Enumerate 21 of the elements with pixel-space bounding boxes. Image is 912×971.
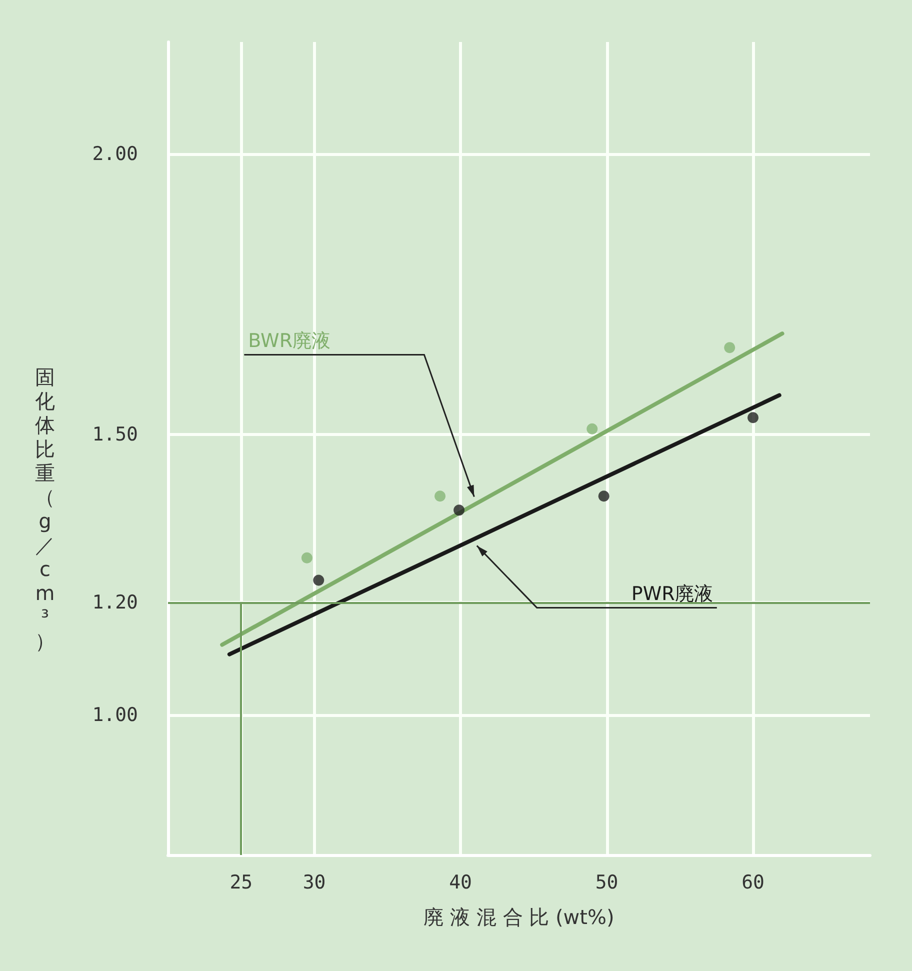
point [748, 412, 758, 424]
y-tick-label: 1.00 [92, 704, 138, 726]
x-tick-label: 25 [230, 872, 253, 894]
text: 固化体比重（g／cm³） [35, 365, 55, 653]
point [586, 423, 598, 434]
point [724, 342, 736, 354]
text: BWR廃液 [248, 330, 331, 352]
x-tick-label: 30 [302, 872, 326, 894]
y-tick-label: 1.20 [92, 592, 138, 614]
x-tick-label: 40 [449, 872, 472, 894]
x-tick-label: 60 [742, 872, 764, 894]
x-axis-title: 廃 液 混 合 比 (wt%) [424, 905, 614, 929]
point [313, 574, 324, 586]
y-tick-label: 2.00 [92, 143, 138, 166]
y-tick-label: 1.50 [92, 423, 138, 446]
text: PWR廃液 [631, 583, 713, 606]
x-tick-label: 50 [595, 872, 618, 894]
point [598, 490, 610, 502]
point [454, 504, 465, 516]
point [301, 552, 312, 564]
point [434, 490, 446, 502]
